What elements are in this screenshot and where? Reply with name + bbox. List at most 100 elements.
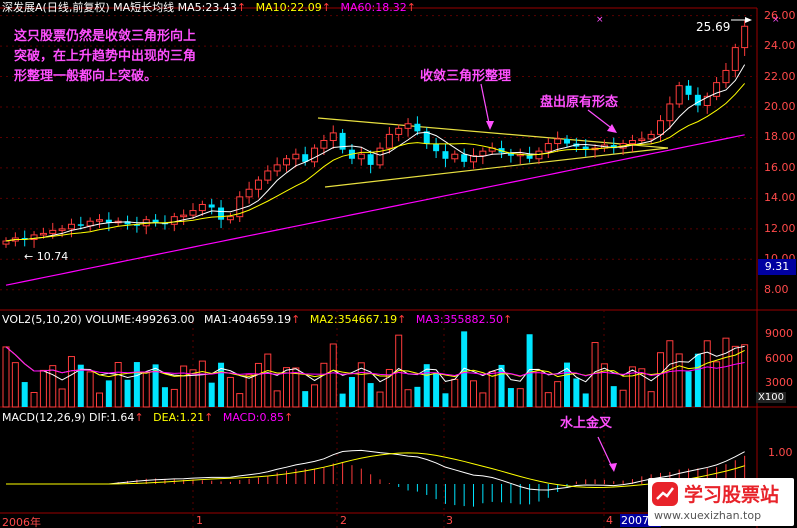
candle-body (544, 143, 552, 152)
time-axis: 2006年 1 2 3 4 2007/0 (0, 514, 757, 528)
volume-bar (376, 391, 384, 408)
volume-bar (329, 343, 337, 408)
candle (218, 200, 225, 229)
analysis-note: 这只股票仍然是收敛三角形向上 突破，在上升趋势中出现的三角 形整理一般都向上突破… (14, 27, 196, 87)
triangle-lower-line (324, 147, 669, 188)
price-tick-label: 16.00 (764, 160, 796, 174)
candle-body (582, 146, 589, 150)
candle-body (254, 179, 262, 190)
candle-body (96, 219, 103, 222)
candle (292, 148, 300, 168)
candle-body (564, 138, 570, 144)
annotation-arrows (480, 17, 752, 472)
candle-body (30, 234, 38, 241)
price-tick-label: 8.00 (764, 282, 789, 296)
candle (77, 216, 84, 230)
moving-average-lines (5, 64, 746, 286)
candle-body (423, 131, 430, 144)
candle (283, 154, 290, 172)
candle (414, 116, 421, 136)
ma5-line (5, 64, 746, 242)
volume-bar (451, 378, 459, 408)
candle (647, 130, 655, 145)
time-label-2006: 2006年 (2, 516, 41, 528)
candle (610, 137, 617, 154)
candle (311, 144, 319, 168)
volume-bar (77, 364, 84, 407)
volume-bar (86, 371, 94, 408)
candle (264, 165, 272, 184)
candle-body (189, 210, 197, 216)
volume-bar (142, 371, 150, 408)
dea-line (6, 452, 745, 488)
watermark-brand: 学习股票站 (684, 484, 780, 506)
candle (498, 140, 505, 159)
ma10-line (5, 83, 746, 242)
volume-bar (694, 353, 701, 407)
candle-body (21, 237, 28, 240)
volume-bar (152, 364, 159, 407)
volume-bar (573, 378, 580, 407)
volume-bar (264, 353, 272, 408)
candle-body (470, 155, 477, 163)
candle-body (414, 123, 421, 132)
candle-body (703, 95, 711, 106)
candle-body (685, 85, 692, 95)
volume-bar (433, 372, 440, 407)
volume-bar (638, 368, 646, 408)
candle-body (657, 120, 664, 135)
volume-bar (554, 381, 562, 408)
price-tick-label: 20.00 (764, 100, 796, 113)
volume-indicator-name: VOL2(5,10,20) (2, 313, 82, 326)
candle-body (628, 140, 636, 145)
time-label-2: 2 (340, 514, 347, 527)
vol-ma3-line (5, 346, 745, 377)
ma5-value: MA5:23.43 (177, 1, 237, 14)
volume-bar (479, 392, 487, 408)
candle-body (311, 147, 319, 163)
candle-body (67, 223, 75, 230)
volume-bar (600, 363, 608, 408)
candle (404, 118, 412, 137)
candle (713, 76, 721, 101)
indicator-name: MA短长均线 (113, 1, 175, 14)
candle-body (292, 153, 300, 160)
candle (741, 20, 749, 56)
candle (124, 215, 131, 230)
price-tick-label: 22.00 (764, 69, 796, 83)
time-label-4: 4 (606, 514, 613, 527)
candle (142, 215, 150, 235)
ma60-value: MA60:18.32 (340, 1, 407, 14)
volume-ma-lines (5, 345, 745, 383)
candle-body (105, 219, 112, 223)
pink-markers: × × (596, 15, 780, 25)
candle-body (461, 154, 468, 162)
candle-body (180, 214, 188, 218)
volume-bar (442, 393, 449, 407)
volume-bar (30, 391, 38, 408)
volume-bar (67, 356, 75, 408)
candle (236, 191, 244, 222)
volume-bar (666, 340, 674, 408)
macd-lines (6, 449, 745, 491)
candle-body (666, 103, 674, 122)
candle-body (329, 132, 337, 142)
pattern-arrow (587, 109, 615, 131)
volume-bar (39, 369, 47, 408)
candle-body (283, 158, 290, 166)
volume-bar (385, 368, 393, 408)
candle (451, 150, 459, 163)
vol-ma2-value: MA2:354667.19 (309, 313, 398, 326)
candle-body (713, 82, 721, 97)
candle (666, 96, 674, 130)
volume-bar (245, 374, 253, 408)
price-tick-label: 24.00 (764, 39, 796, 53)
candle-body (610, 145, 617, 149)
triangle-arrow (480, 83, 491, 129)
volume-bar (741, 344, 749, 408)
watermark-logo-icon (652, 482, 678, 506)
volume-bar (535, 370, 543, 408)
candle (582, 139, 589, 157)
candle-body (479, 150, 487, 157)
volume-bar (703, 340, 711, 408)
